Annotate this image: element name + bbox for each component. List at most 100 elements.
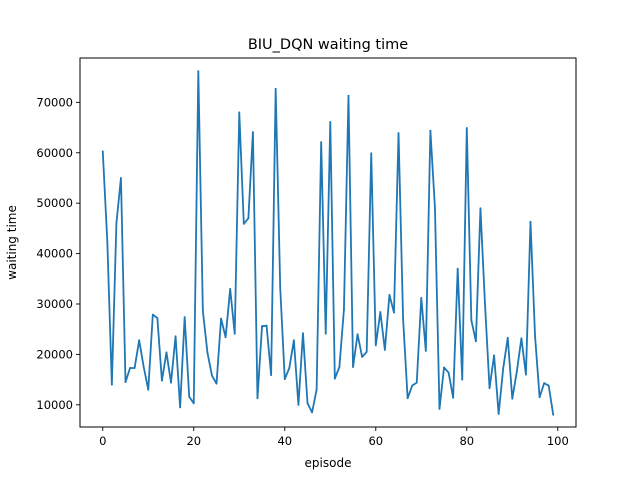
data-point: [138, 339, 141, 342]
data-point: [124, 381, 127, 384]
data-point: [261, 325, 263, 328]
data-point: [529, 220, 532, 223]
y-axis-ticks: 10000 20000 30000 40000 50000 60000 70000: [36, 95, 80, 412]
data-point: [120, 177, 122, 179]
data-point: [110, 383, 113, 386]
y-tick-label: 10000: [36, 398, 73, 412]
data-point: [525, 373, 527, 376]
data-point: [452, 396, 455, 399]
data-point: [520, 337, 523, 340]
data-point: [201, 310, 204, 312]
data-point: [461, 378, 464, 381]
data-point: [283, 378, 286, 381]
data-point: [315, 388, 318, 391]
data-point: [406, 397, 409, 400]
data-point: [547, 384, 550, 387]
data-point: [534, 335, 536, 338]
x-axis-ticks: 0 20 40 60 80 100: [99, 427, 569, 448]
data-point: [488, 387, 491, 390]
data-point: [270, 374, 273, 376]
data-point: [265, 324, 268, 327]
data-point: [170, 381, 172, 384]
data-point: [192, 402, 195, 405]
y-axis-label: waiting time: [5, 205, 19, 280]
data-point: [101, 150, 104, 153]
data-point: [415, 381, 418, 384]
data-point: [311, 411, 313, 414]
data-point: [434, 206, 436, 209]
data-point: [502, 367, 505, 370]
data-point: [383, 348, 386, 351]
plot-frame: [79, 57, 577, 428]
data-point: [543, 382, 546, 385]
data-point: [238, 111, 241, 114]
data-point: [224, 336, 227, 339]
data-point: [292, 339, 295, 342]
x-tick-label: 80: [459, 434, 474, 448]
data-point: [302, 332, 304, 335]
data-point: [370, 152, 373, 155]
data-point: [552, 414, 555, 416]
y-tick-label: 40000: [36, 247, 73, 261]
data-point: [165, 351, 168, 354]
data-point: [402, 317, 404, 320]
x-tick-label: 20: [186, 434, 201, 448]
data-point: [320, 141, 323, 144]
x-axis-label: episode: [305, 456, 352, 470]
data-point: [220, 317, 222, 320]
data-point: [242, 222, 245, 225]
data-point: [297, 403, 300, 406]
data-point: [447, 371, 450, 374]
data-point: [493, 354, 495, 357]
data-point: [429, 129, 432, 132]
data-point: [211, 374, 213, 377]
data-point: [365, 350, 368, 353]
y-tick-label: 70000: [36, 95, 73, 109]
data-point: [233, 332, 236, 335]
data-point: [420, 297, 423, 299]
series-line: [101, 70, 555, 416]
data-point: [215, 382, 218, 385]
data-point: [506, 336, 509, 339]
data-point: [474, 340, 477, 343]
data-point: [115, 222, 118, 225]
data-point: [388, 294, 391, 296]
data-point: [343, 308, 345, 311]
plot-area: [79, 57, 577, 428]
x-tick-label: 60: [368, 434, 383, 448]
data-point: [352, 366, 354, 368]
x-tick-label: 100: [547, 434, 569, 448]
data-point: [465, 127, 468, 129]
data-point: [333, 377, 336, 380]
data-point: [288, 367, 291, 369]
data-point: [515, 370, 518, 373]
data-point: [106, 240, 109, 242]
data-point: [229, 287, 232, 290]
data-point: [133, 367, 136, 369]
data-point: [379, 311, 382, 313]
data-point: [443, 366, 445, 369]
y-tick-label: 30000: [36, 297, 73, 311]
data-point: [511, 397, 514, 400]
data-point: [274, 87, 277, 90]
data-point: [329, 121, 332, 123]
data-point: [156, 317, 159, 320]
data-point: [324, 332, 327, 335]
data-point: [361, 356, 364, 358]
data-point: [347, 94, 350, 97]
y-tick-label: 20000: [36, 347, 73, 361]
data-point: [456, 267, 459, 270]
data-point: [129, 367, 131, 369]
data-point: [538, 396, 541, 399]
data-point: [147, 388, 150, 391]
data-point: [279, 286, 282, 289]
data-point: [393, 311, 395, 314]
data-point: [183, 316, 186, 319]
data-point: [197, 70, 200, 73]
data-point: [356, 333, 359, 336]
data-point: [174, 335, 177, 338]
data-point: [306, 402, 309, 405]
data-point: [188, 395, 191, 398]
data-point: [497, 412, 500, 415]
